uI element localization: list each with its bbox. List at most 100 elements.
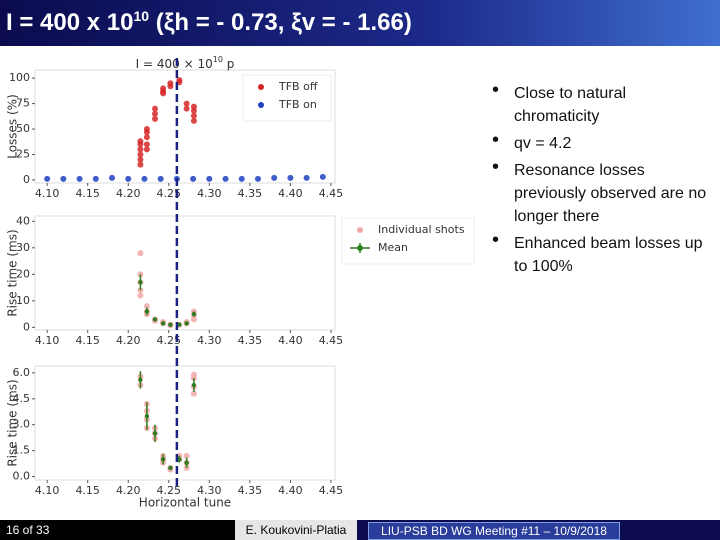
- y-tick-label: 0: [23, 173, 30, 186]
- point: [157, 175, 164, 182]
- point: [183, 452, 190, 459]
- point: [190, 316, 197, 323]
- bullet-list: Close to natural chromaticityqv = 4.2Res…: [490, 79, 715, 282]
- footer: 16 of 33 E. Koukovini-Platia LIU-PSB BD …: [0, 520, 720, 540]
- x-tick-label: 4.10: [35, 484, 60, 497]
- point: [152, 105, 158, 112]
- x-tick-label: 4.20: [116, 334, 141, 347]
- y-tick-label: 0: [23, 320, 30, 333]
- point: [152, 115, 158, 122]
- x-tick-label: 4.20: [116, 187, 141, 200]
- chart-title-unit: p: [223, 57, 234, 71]
- y-tick-label: 0.0: [13, 470, 31, 483]
- point: [167, 80, 174, 87]
- y-tick-label: 75: [16, 97, 30, 110]
- point: [141, 175, 148, 182]
- legend-box: [341, 217, 475, 265]
- point: [190, 112, 197, 119]
- y-tick-label: 30: [16, 241, 30, 254]
- mean-point: [138, 280, 143, 285]
- legend-swatch: [357, 245, 363, 251]
- legend-swatch: [258, 102, 264, 108]
- bullet: Enhanced beam losses up to 100%: [490, 229, 715, 278]
- x-tick-label: 4.30: [197, 484, 222, 497]
- point: [109, 174, 116, 181]
- mean-point: [144, 413, 150, 419]
- mean-point: [191, 311, 197, 317]
- point: [206, 175, 213, 182]
- legend-label: TFB off: [278, 80, 318, 93]
- title-exponent: 10: [133, 8, 150, 24]
- point: [238, 175, 245, 182]
- meeting: LIU-PSB BD WG Meeting #11 – 10/9/2018: [368, 522, 620, 540]
- point: [125, 175, 132, 182]
- point: [76, 175, 83, 182]
- legend-swatch: [258, 84, 264, 90]
- y-axis-label: Rise time (ms): [6, 229, 20, 316]
- point: [143, 146, 150, 153]
- x-tick-label: 4.35: [238, 187, 263, 200]
- point: [160, 85, 167, 92]
- mean-point: [184, 321, 189, 326]
- y-tick-label: 6.0: [13, 366, 31, 379]
- mean-point: [177, 457, 182, 462]
- mean-point: [138, 377, 143, 383]
- x-tick-label: 4.45: [319, 484, 344, 497]
- point: [271, 174, 278, 181]
- y-tick-label: 1.5: [13, 444, 31, 457]
- point: [137, 250, 144, 257]
- x-tick-label: 4.35: [238, 484, 263, 497]
- x-tick-label: 4.40: [278, 187, 303, 200]
- title-rest: (ξh = - 0.73, ξv = - 1.66): [149, 9, 412, 36]
- y-tick-label: 40: [16, 214, 30, 227]
- point: [137, 151, 144, 158]
- x-tick-label: 4.10: [35, 334, 60, 347]
- chart-title-base: I = 400 × 10: [136, 57, 213, 71]
- point: [137, 156, 144, 163]
- point: [152, 110, 158, 117]
- page-number: 16 of 33: [0, 520, 235, 540]
- point: [92, 175, 99, 182]
- point: [303, 174, 310, 181]
- legend-label: Individual shots: [378, 223, 465, 236]
- x-axis-label: Horizontal tune: [139, 496, 231, 510]
- x-tick-label: 4.15: [75, 334, 100, 347]
- mean-point: [160, 321, 166, 326]
- y-tick-label: 20: [16, 267, 30, 280]
- point: [254, 175, 261, 182]
- x-tick-label: 4.15: [75, 484, 100, 497]
- x-tick-label: 4.35: [238, 334, 263, 347]
- x-tick-label: 4.20: [116, 484, 141, 497]
- y-tick-label: 10: [16, 294, 30, 307]
- y-tick-label: 50: [16, 122, 30, 135]
- point: [143, 126, 150, 133]
- y-tick-label: 25: [16, 147, 30, 160]
- point: [287, 174, 294, 181]
- point: [190, 117, 197, 124]
- x-tick-label: 4.45: [319, 187, 344, 200]
- legend-swatch: [357, 227, 363, 233]
- point: [222, 175, 229, 182]
- x-tick-label: 4.15: [75, 187, 100, 200]
- point: [176, 77, 183, 84]
- point: [137, 292, 144, 299]
- point: [44, 175, 51, 182]
- point: [143, 141, 150, 148]
- point: [143, 134, 150, 141]
- mean-point: [191, 382, 197, 388]
- y-axis-label: Rise time (ms): [6, 379, 20, 466]
- point: [190, 103, 197, 110]
- mean-point: [144, 309, 150, 314]
- plot-area: [34, 215, 336, 331]
- point: [137, 138, 144, 145]
- x-tick-label: 4.25: [157, 334, 182, 347]
- y-tick-label: 4.5: [13, 392, 31, 405]
- point: [60, 175, 67, 182]
- bullet: qv = 4.2: [490, 129, 715, 155]
- x-tick-label: 4.45: [319, 334, 344, 347]
- mean-point: [177, 322, 182, 327]
- legend-box: [242, 74, 332, 122]
- bullet: Resonance losses previously observed are…: [490, 156, 715, 228]
- bullet: Close to natural chromaticity: [490, 79, 715, 128]
